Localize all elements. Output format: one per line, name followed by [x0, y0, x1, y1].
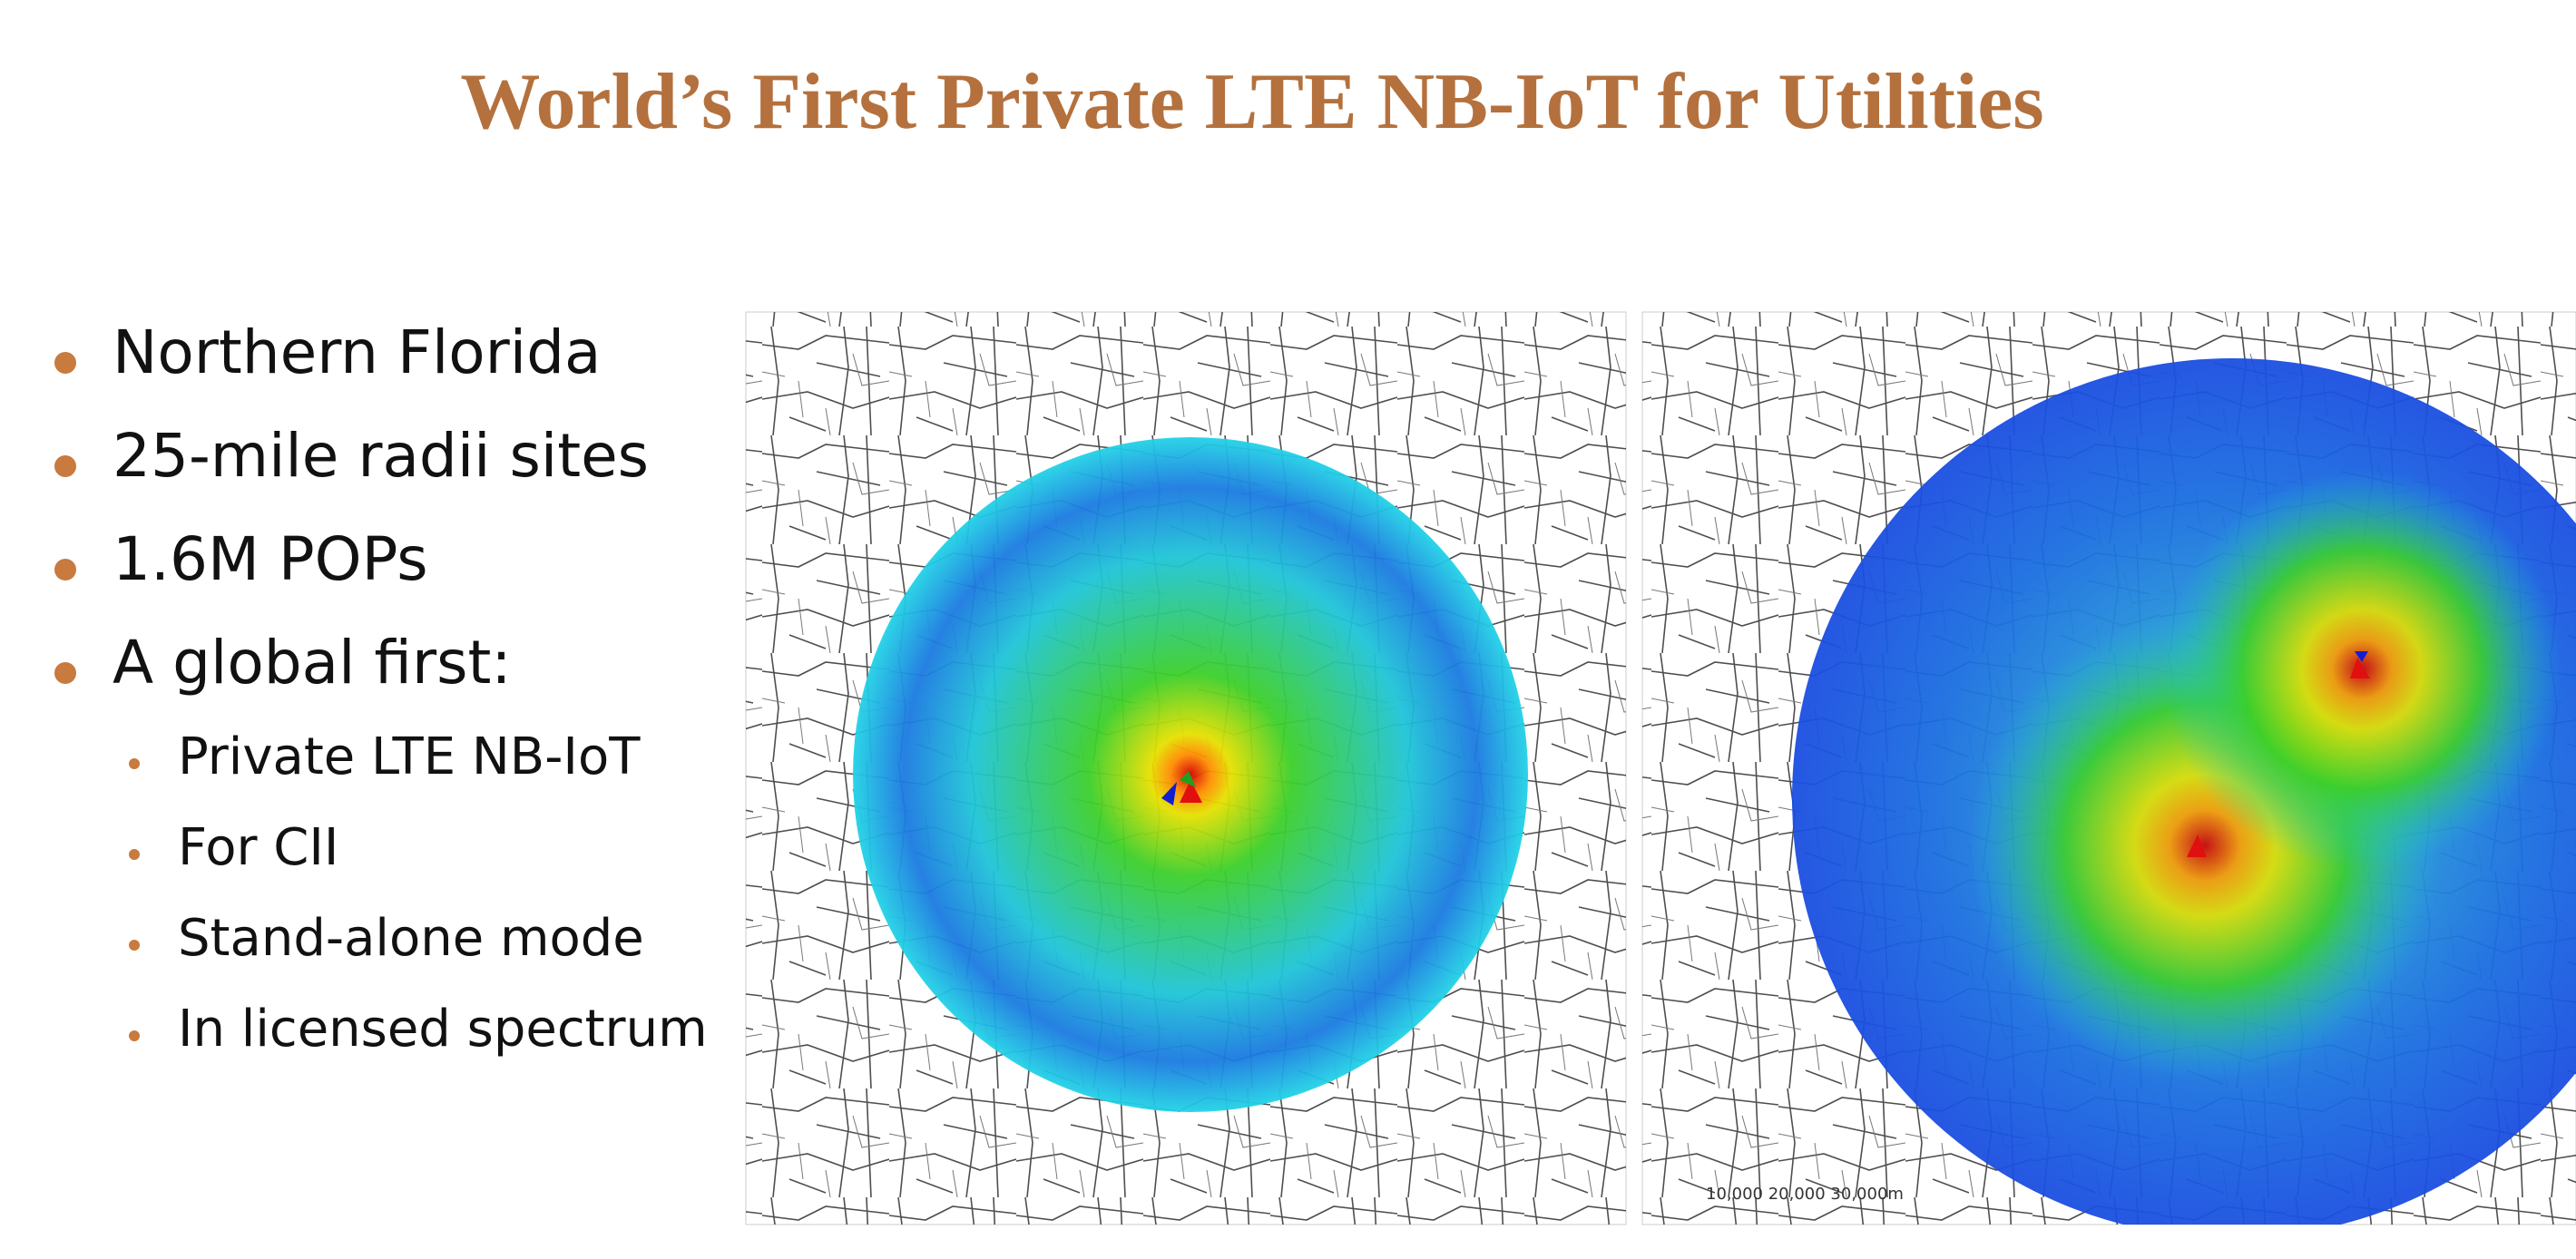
bullet-text: A global first:	[113, 628, 512, 698]
bullet-text: 1.6M POPs	[113, 524, 428, 594]
map-scale: 10,000 20,000 30,000m	[1706, 1185, 1904, 1204]
bullet-text: Northern Florida	[113, 317, 602, 387]
slide-title: World’s First Private LTE NB-IoT for Uti…	[460, 58, 2044, 146]
sub-bullet-text: Stand-alone mode	[178, 909, 644, 968]
coverage-area	[853, 437, 1528, 1112]
sub-bullet-text: For CII	[178, 818, 339, 877]
sub-bullet-text: Private LTE NB-IoT	[178, 727, 641, 786]
bullet-text: 25-mile radii sites	[113, 421, 650, 491]
sub-bullet-text: In licensed spectrum	[178, 1000, 708, 1059]
